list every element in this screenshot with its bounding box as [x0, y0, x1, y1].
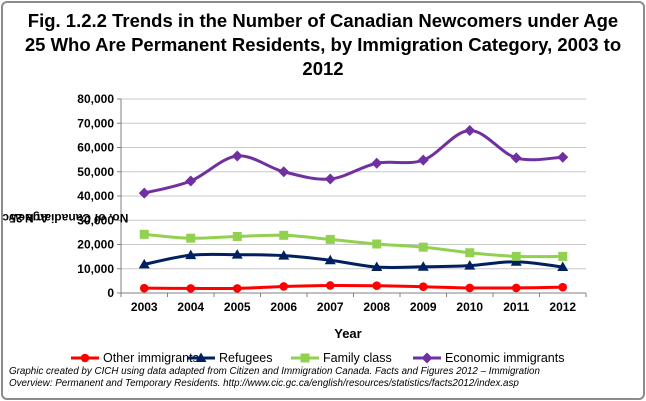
data-point: [418, 242, 428, 252]
series-lines: [143, 129, 563, 291]
y-tick-label: 80,000: [77, 92, 114, 106]
chart-title-line-2: 25 Who Are Permanent Residents, by Immig…: [24, 34, 622, 55]
data-point: [557, 151, 569, 163]
source-caption: Graphic created by CICH using data adapt…: [9, 366, 639, 390]
data-point: [186, 233, 196, 243]
data-point: [231, 249, 243, 259]
legend-label: Refugees: [219, 351, 273, 365]
axes: [117, 98, 587, 297]
x-tick-label: 2003: [131, 300, 158, 314]
y-tick-label: 20,000: [77, 238, 114, 252]
data-point: [464, 125, 476, 137]
data-point: [510, 152, 522, 164]
caption-line-1: Graphic created by CICH using data adapt…: [9, 366, 540, 377]
caption-line-2: Overview: Permanent and Temporary Reside…: [9, 378, 519, 389]
data-point: [510, 256, 522, 266]
series-line-3: [143, 129, 563, 195]
series-line-2: [144, 232, 563, 259]
chart-title-line-1: Fig. 1.2.2 Trends in the Number of Canad…: [27, 10, 619, 31]
chart-title: Fig. 1.2.2 Trends in the Number of Canad…: [3, 9, 643, 81]
data-point: [371, 157, 383, 169]
data-point: [278, 250, 290, 260]
x-tick-label: 2010: [456, 300, 483, 314]
data-point: [417, 261, 429, 271]
y-tick-label: 50,000: [77, 165, 114, 179]
data-point: [278, 166, 290, 178]
legend-marker: [80, 353, 90, 363]
data-point: [464, 260, 476, 270]
data-point: [558, 251, 568, 261]
data-point: [185, 249, 197, 260]
data-point: [139, 229, 149, 239]
data-point: [232, 284, 242, 293]
data-point: [511, 251, 521, 261]
data-point: [138, 258, 150, 269]
data-point: [558, 282, 568, 292]
legend-marker: [300, 353, 310, 363]
x-tick-label: 2005: [224, 300, 251, 314]
x-tick-label: 2006: [270, 300, 297, 314]
x-tick-labels: 2003 2004 2005 2006 2007 2008 2009 2010 2011 2012: [131, 300, 577, 314]
legend-label: Family class: [323, 351, 392, 365]
data-point: [324, 173, 336, 185]
legend-label: Economic immigrants: [445, 351, 564, 365]
data-point: [139, 283, 149, 293]
y-tick-label: 40,000: [77, 189, 114, 203]
y-tick-label: 0: [107, 286, 114, 300]
data-point: [372, 239, 382, 249]
y-tick-label: 10,000: [77, 262, 114, 276]
data-point: [186, 284, 196, 293]
x-tick-label: 2009: [410, 300, 437, 314]
grid-lines: [121, 98, 586, 270]
data-point: [417, 154, 429, 166]
y-axis-label-line-2: Age 25: [9, 211, 49, 225]
legend-marker: [421, 352, 433, 364]
y-tick-label: 30,000: [77, 213, 114, 227]
legend-label: Other immigrants: [103, 351, 199, 365]
x-tick-label: 2008: [363, 300, 390, 314]
x-tick-label: 2011: [503, 300, 529, 314]
data-point: [325, 281, 335, 290]
data-point: [557, 261, 569, 272]
series-markers: [138, 125, 569, 293]
legend-marker: [195, 352, 207, 362]
x-tick-label: 2012: [549, 300, 576, 314]
data-point: [371, 261, 383, 272]
series-line-1: [143, 252, 563, 270]
data-point: [185, 175, 197, 187]
legend: Other immigrants Refugees Family class Econ…: [71, 351, 564, 365]
data-point: [465, 283, 475, 293]
data-point: [511, 283, 521, 293]
y-tick-label: 60,000: [77, 141, 114, 155]
chart-title-line-3: 2012: [302, 58, 344, 79]
y-tick-labels: 0 10,000 20,000 30,000 40,000 50,000 60,000 70,…: [77, 92, 114, 300]
x-tick-label: 2004: [177, 300, 204, 314]
series-line-0: [144, 283, 563, 291]
data-point: [418, 282, 428, 291]
data-point: [138, 187, 150, 199]
data-point: [465, 248, 475, 258]
data-point: [279, 282, 289, 291]
data-point: [324, 254, 336, 265]
x-tick-label: 2007: [317, 300, 344, 314]
data-point: [279, 230, 289, 240]
line-chart: 0 10,000 20,000 30,000 40,000 50,000 60,000 70,…: [71, 92, 587, 365]
y-tick-label: 70,000: [77, 116, 114, 130]
data-point: [372, 281, 382, 291]
x-axis-label: Year: [334, 326, 361, 341]
data-point: [231, 150, 243, 162]
data-point: [325, 234, 335, 244]
data-point: [232, 231, 242, 241]
